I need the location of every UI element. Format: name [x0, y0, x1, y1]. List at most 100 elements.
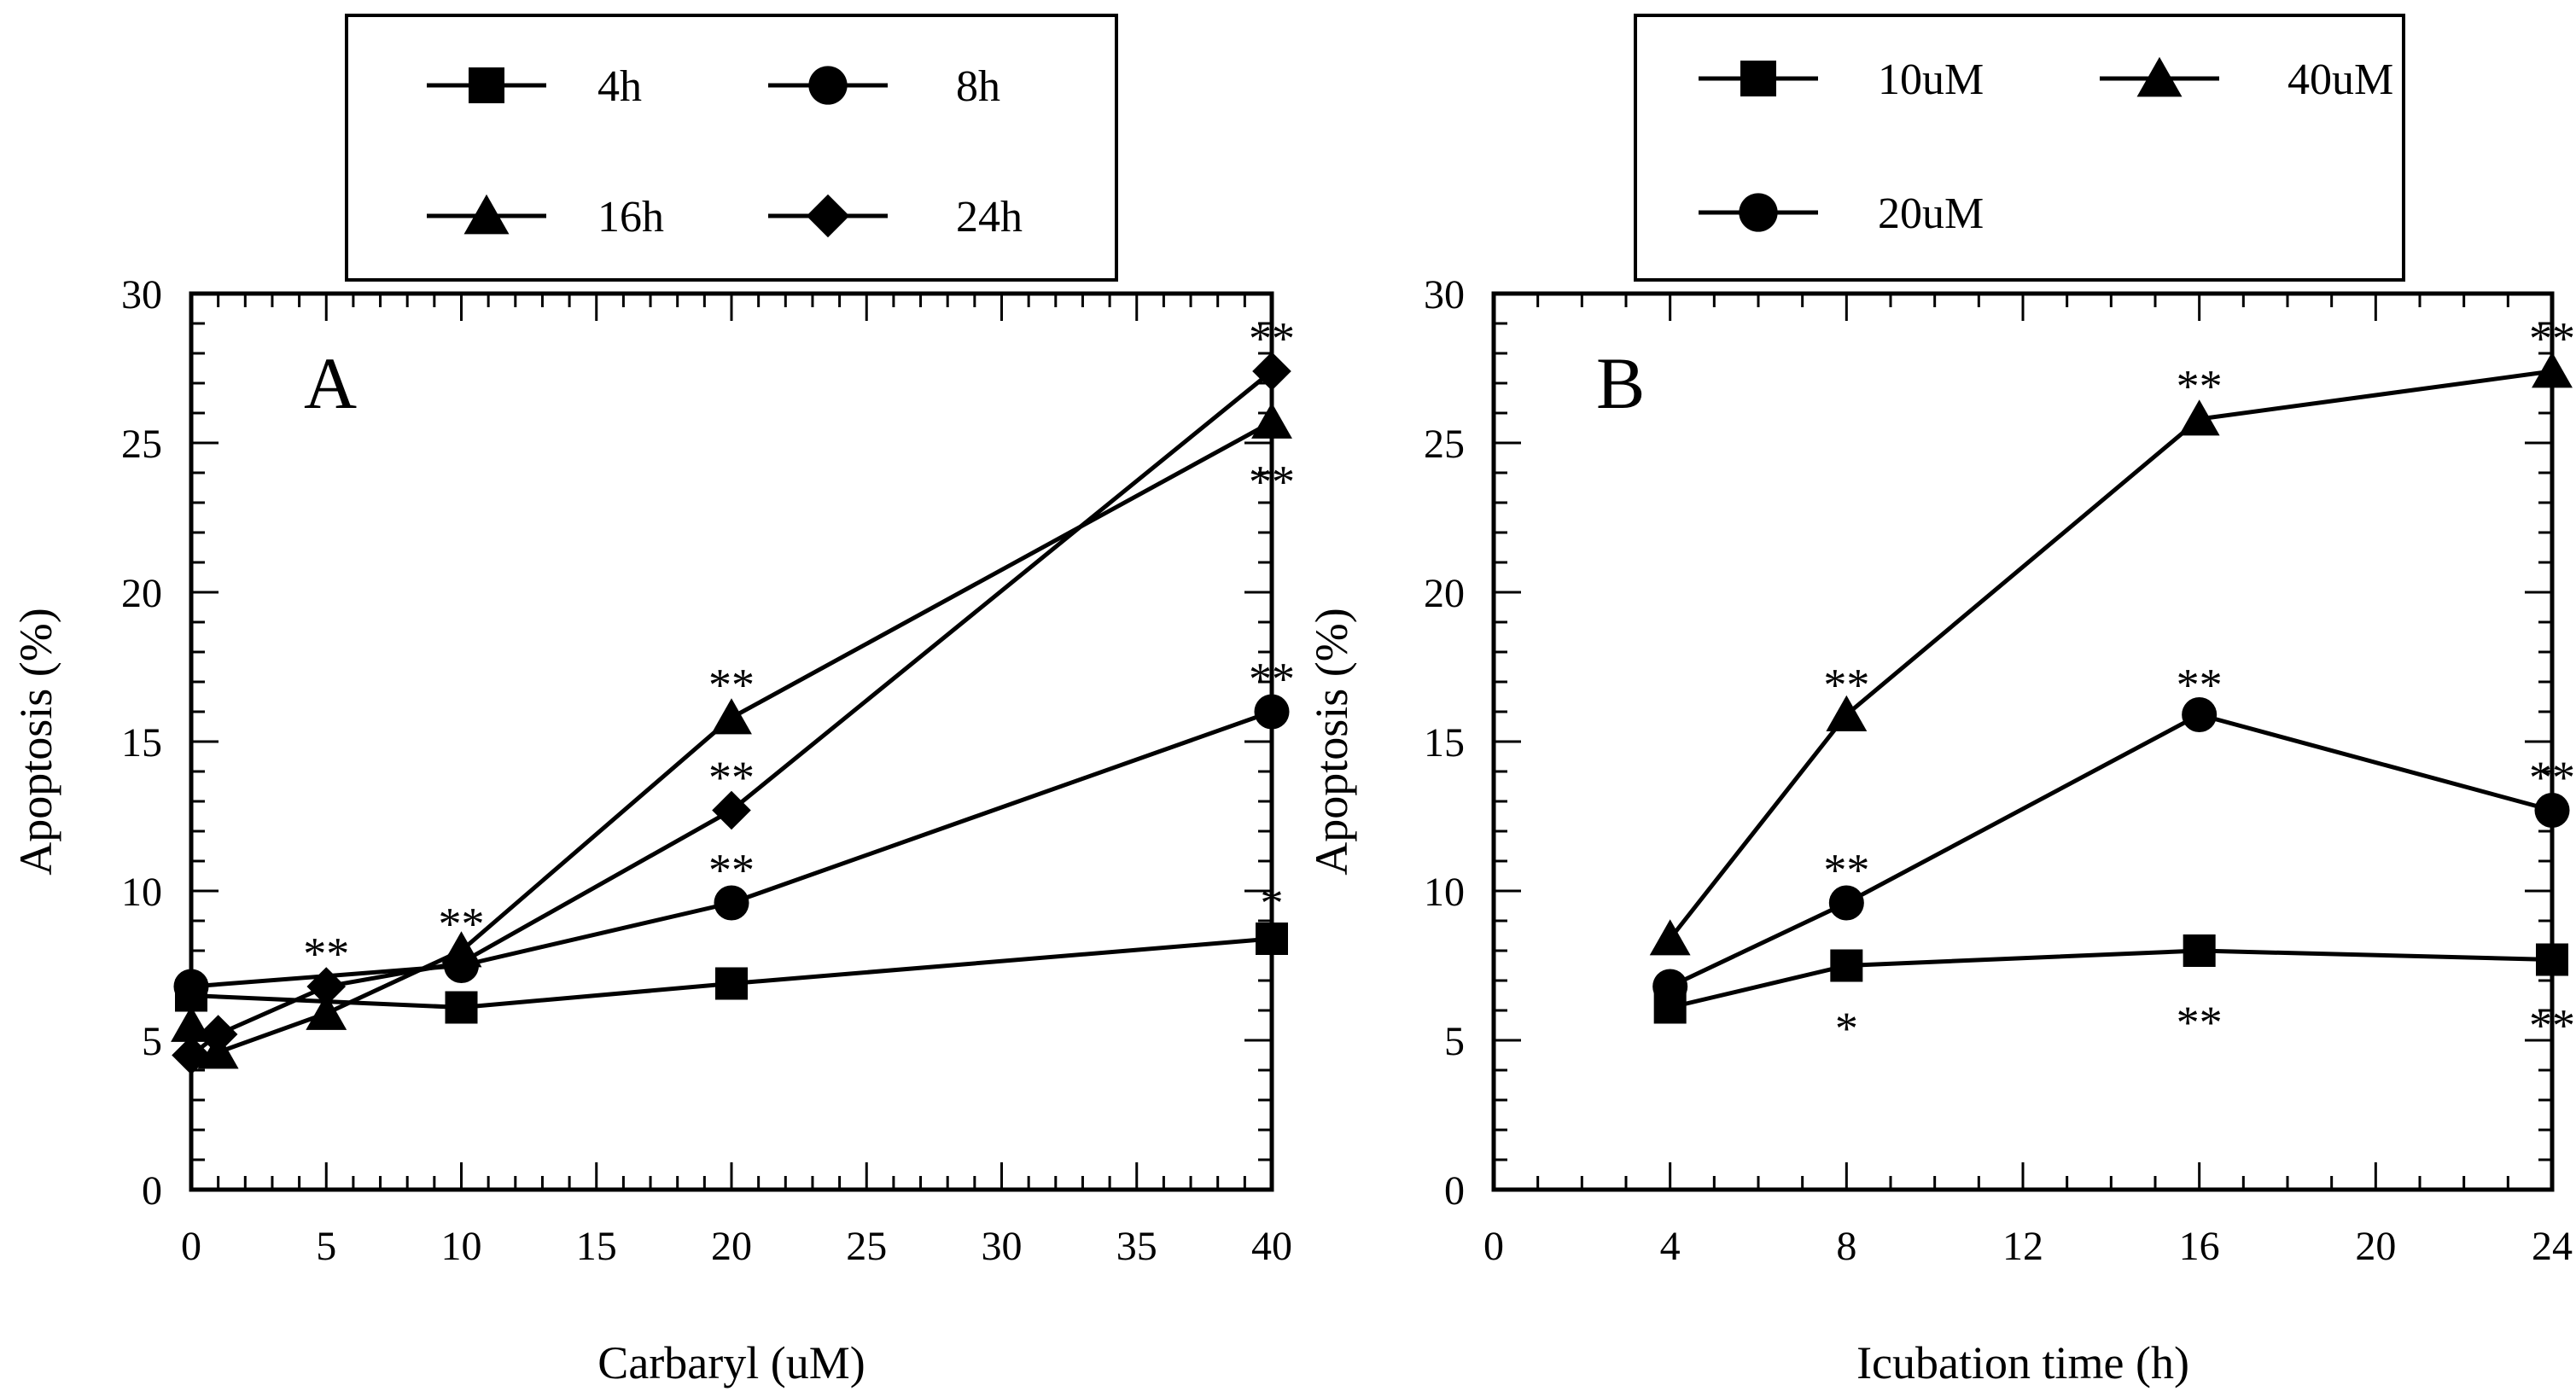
panel-b-legend-marker-20uM	[1739, 193, 1778, 232]
panel-b-x-tick-label: 20	[2355, 1224, 2396, 1269]
panel-a-x-tick-label: 40	[1251, 1224, 1292, 1269]
panel-b-point-40uM	[2532, 352, 2573, 388]
panel-b: 10uM 20uM 40uM B 0 4 8 12 16 20 24 0 5 10 15 20 25 30 I…	[1306, 14, 2575, 1388]
panel-b-point-10uM	[2536, 943, 2568, 976]
panel-a-point-8h	[173, 969, 209, 1004]
panel-a-legend-item-24h: 24h	[768, 193, 1023, 242]
panel-b-series-line-10uM	[1670, 948, 2553, 1010]
panel-a-y-tick-label: 20	[121, 571, 162, 616]
panel-a-legend: 4h 8h 16h 24h	[427, 62, 1023, 242]
panel-a-legend-marker-16h	[463, 194, 510, 235]
panel-a-significance-mark: **	[303, 928, 349, 980]
panel-a-point-24h	[441, 943, 481, 982]
panel-b-significance-mark: **	[2177, 361, 2223, 412]
panel-b-legend-label: 20uM	[1878, 189, 1984, 238]
panel-b-x-tick-label: 16	[2179, 1224, 2220, 1269]
panel-a-series	[171, 352, 1292, 1075]
panel-b-point-10uM	[1830, 949, 1863, 982]
panel-b-significance-mark: **	[2529, 1000, 2575, 1051]
panel-a-legend-label: 24h	[956, 193, 1023, 242]
panel-a-y-tick-label: 0	[142, 1168, 162, 1214]
panel-a-significance-mark: **	[1249, 313, 1295, 364]
panel-a-x-tick-label: 0	[181, 1224, 201, 1269]
panel-a-point-24h	[1252, 352, 1291, 391]
panel-a-y-tick-label: 10	[121, 870, 162, 915]
panel-b-point-20uM	[2182, 696, 2218, 733]
panel-a-y-tick-label: 5	[142, 1019, 162, 1064]
panel-b-significance-mark: **	[1823, 845, 1869, 896]
panel-b-y-tick-label: 25	[1424, 422, 1465, 467]
panel-b-xlabel: Icubation time (h)	[1856, 1337, 2189, 1388]
panel-a-significance-mark: **	[439, 899, 485, 950]
panel-a-x-tick-label: 20	[711, 1224, 752, 1269]
panel-a-letter: A	[304, 342, 357, 424]
panel-a-x-tick-label: 15	[576, 1224, 617, 1269]
panel-b-y-tick-label: 30	[1424, 272, 1465, 317]
panel-b-legend-box	[1634, 14, 2405, 282]
panel-a-point-4h	[1256, 923, 1288, 955]
panel-b-letter: B	[1596, 342, 1645, 424]
panel-b-legend-marker-10uM	[1740, 61, 1776, 96]
panel-a-legend-marker-24h	[806, 194, 850, 238]
panel-a-ylabel: Apoptosis (%)	[10, 608, 61, 875]
panel-b-legend-item-40uM: 40uM	[2100, 55, 2393, 104]
panel-b-point-20uM	[1828, 885, 1864, 921]
panel-a-significance-mark: **	[708, 660, 755, 711]
panel-a-point-16h	[711, 698, 752, 735]
panel-a-series-line-16h	[189, 420, 1273, 1055]
panel-a-annotations: *****************	[303, 313, 1295, 980]
panel-b-point-40uM	[1649, 919, 1691, 956]
panel-b-legend-item-20uM: 20uM	[1699, 189, 1984, 238]
panel-a-point-8h	[714, 885, 749, 921]
panel-a-y-tick-label: 25	[121, 422, 162, 467]
panel-a-legend-marker-8h	[808, 66, 848, 105]
panel-a-legend-item-16h: 16h	[427, 193, 664, 242]
panel-a-legend-label: 4h	[597, 62, 642, 111]
panel-a-legend-item-8h: 8h	[768, 62, 1000, 111]
panel-a-significance-mark: **	[708, 845, 755, 896]
panel-b-x-tick-label: 12	[2002, 1224, 2043, 1269]
panel-b-significance-mark: **	[2529, 752, 2575, 803]
panel-b-significance-mark: **	[2529, 313, 2575, 364]
panel-b-significance-mark: **	[2177, 660, 2223, 711]
panel-b-point-40uM	[1826, 695, 1868, 731]
panel-b-point-40uM	[2178, 399, 2220, 436]
panel-a-point-24h	[198, 1015, 238, 1054]
panel-a-legend-label: 8h	[956, 62, 1000, 111]
panel-b-x-tick-label: 8	[1836, 1224, 1856, 1269]
panel-a-plot-frame	[189, 291, 1274, 1192]
panel-a-x-tick-label: 25	[846, 1224, 887, 1269]
panel-a-point-24h	[306, 967, 347, 1006]
panel-b-series	[1649, 352, 2573, 1024]
panel-a-x-tick-label: 10	[441, 1224, 482, 1269]
panel-a-x-tick-label: 30	[982, 1224, 1023, 1269]
panel-a-point-4h	[715, 967, 748, 1000]
panel-b-significance-mark: **	[2177, 997, 2223, 1048]
panel-b-series-line-40uM	[1668, 369, 2553, 940]
panel-b-y-tick-label: 20	[1424, 571, 1465, 616]
panel-a-significance-mark: **	[708, 752, 755, 803]
panel-b-series-line-20uM	[1669, 712, 2553, 989]
panel-b-y-tick-label: 15	[1424, 720, 1465, 765]
panel-a-legend-label: 16h	[597, 193, 664, 242]
panel-b-series-20uM	[1652, 696, 2570, 1004]
panel-a-legend-marker-4h	[469, 67, 504, 103]
panel-b-y-tick-label: 5	[1444, 1019, 1465, 1064]
panel-a-legend-box	[345, 14, 1118, 282]
panel-b-x-tick-label: 24	[2532, 1224, 2573, 1269]
panel-b-y-tick-label: 0	[1444, 1168, 1465, 1214]
panel-b-legend-marker-40uM	[2136, 56, 2183, 97]
panel-b-point-10uM	[2183, 934, 2216, 967]
panel-a-axes: 0 5 10 15 20 25 30 35 40 0 5 10 15 20 25 30	[121, 272, 1292, 1269]
panel-b-series-40uM	[1649, 352, 2573, 956]
panel-a-point-8h	[1254, 694, 1290, 730]
panel-b-significance-mark: *	[1835, 1003, 1858, 1054]
panel-b-point-20uM	[1652, 969, 1688, 1004]
panel-b-x-tick-label: 0	[1483, 1224, 1504, 1269]
panel-a-series-24h	[172, 352, 1291, 1075]
panel-b-legend-label: 10uM	[1878, 55, 1984, 104]
panel-a-point-24h	[712, 790, 751, 830]
panel-a-y-tick-label: 30	[121, 272, 162, 317]
panel-b-y-tick-label: 10	[1424, 870, 1465, 915]
